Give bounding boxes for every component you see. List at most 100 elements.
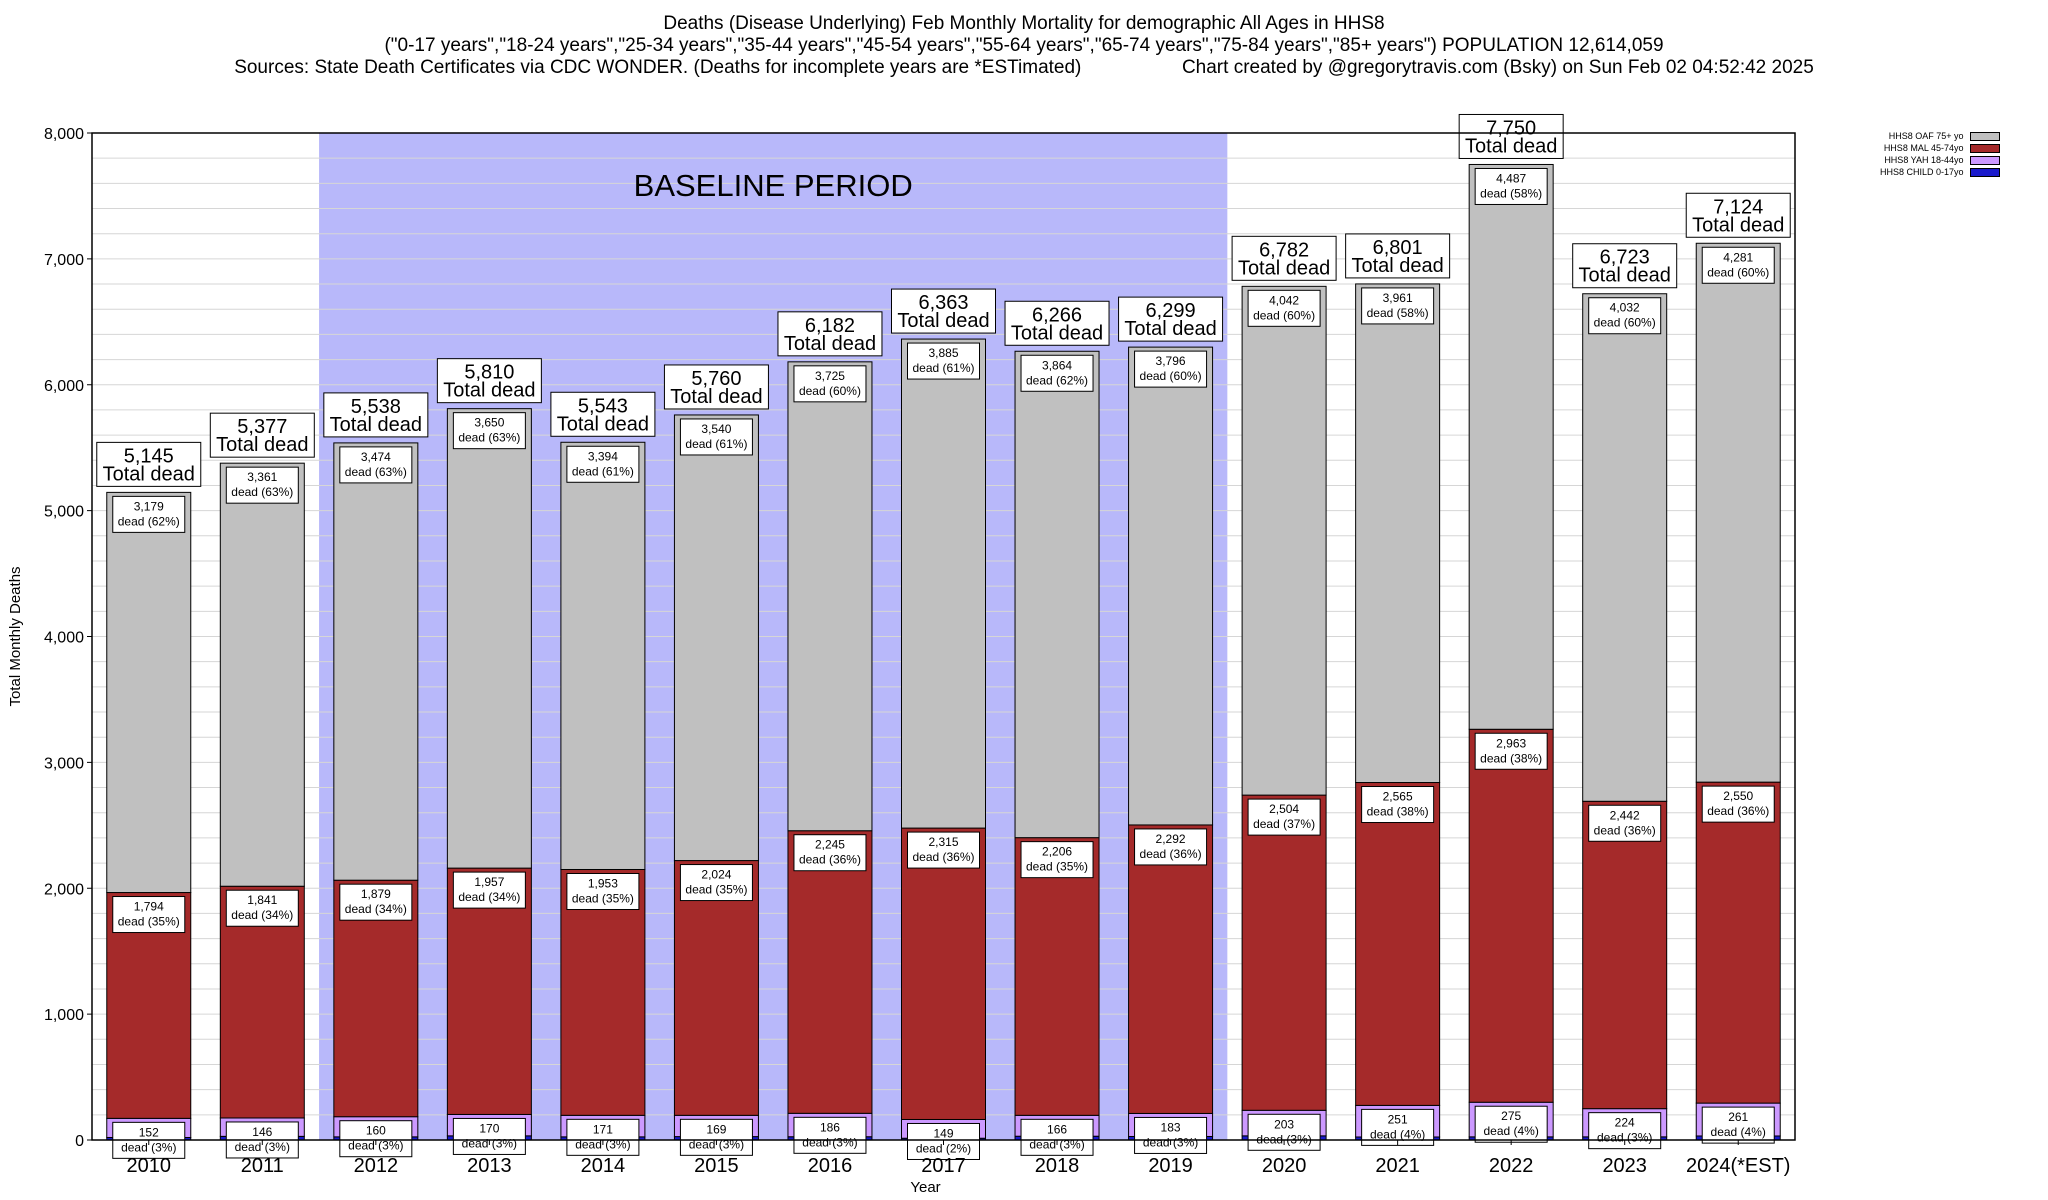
total-value-label: 6,723: [1600, 247, 1650, 269]
total-value-label: 6,363: [918, 292, 968, 314]
segment-value-label: 3,864: [1042, 358, 1072, 372]
bar-segment: [1468, 728, 1554, 1103]
total-caption-label: Total dead: [1465, 135, 1557, 157]
x-tick-label: 2019: [1148, 1155, 1193, 1177]
segment-label-box: [1134, 350, 1208, 388]
bar-segment: [1582, 293, 1668, 802]
segment-pct-label: dead (60%): [799, 384, 861, 398]
total-label-box: [436, 358, 542, 404]
bar-segment: [333, 442, 419, 881]
segment-value-label: 166: [1047, 1122, 1067, 1136]
segment-label-box: [1474, 1105, 1548, 1143]
total-value-label: 6,266: [1032, 304, 1082, 326]
legend-swatch: [1969, 131, 2000, 141]
total-label-box: [96, 441, 202, 487]
segment-label-box: [112, 495, 186, 533]
segment-label-box: [566, 1118, 640, 1156]
segment-value-label: 1,957: [474, 875, 504, 889]
segment-label-box: [907, 831, 980, 869]
x-tick-label: 2018: [1035, 1155, 1080, 1177]
segment-pct-label: dead (38%): [1480, 751, 1542, 765]
segment-pct-label: dead (58%): [1480, 186, 1542, 200]
segment-value-label: 2,550: [1723, 789, 1753, 803]
segment-label-box: [1701, 246, 1775, 284]
total-value-label: 7,124: [1713, 196, 1763, 218]
segment-pct-label: dead (36%): [1140, 847, 1202, 861]
segment-value-label: 169: [706, 1122, 726, 1136]
segment-label-box: [1361, 786, 1435, 824]
segment-value-label: 149: [933, 1126, 953, 1140]
total-caption-label: Total dead: [1011, 322, 1103, 344]
x-tick-label: 2012: [354, 1155, 399, 1177]
bar-segment: [1695, 242, 1781, 783]
segment-value-label: 4,032: [1610, 301, 1640, 315]
segment-pct-label: dead (4%): [1711, 1125, 1766, 1139]
legend-label: HHS8 OAF 75+ yo: [1888, 131, 1964, 141]
bar-segment: [1241, 285, 1327, 796]
bar-segment: [787, 361, 873, 832]
segment-pct-label: dead (61%): [572, 464, 634, 478]
segment-value-label: 1,841: [247, 893, 277, 907]
segment-label-box: [1474, 732, 1548, 770]
segment-pct-label: dead (63%): [345, 465, 407, 479]
y-tick-label: 6,000: [44, 378, 84, 395]
segment-value-label: 251: [1388, 1112, 1408, 1126]
x-tick-label: 2020: [1262, 1155, 1307, 1177]
y-tick-label: 0: [75, 1133, 84, 1150]
segment-value-label: 4,487: [1496, 171, 1526, 185]
total-caption-label: Total dead: [1692, 214, 1784, 236]
y-axis-title: Total Monthly Deaths: [7, 566, 24, 706]
segment-pct-label: dead (58%): [1367, 306, 1429, 320]
bar-segment: [1468, 163, 1554, 730]
segment-label-box: [679, 1118, 753, 1156]
total-value-label: 5,810: [464, 362, 514, 384]
total-label-box: [663, 364, 769, 410]
legend-swatch: [1969, 167, 2000, 177]
segment-label-box: [1701, 785, 1775, 823]
segment-pct-label: dead (61%): [912, 361, 974, 375]
segment-value-label: 3,179: [134, 499, 164, 513]
bar-segment: [1014, 350, 1100, 839]
segment-label-box: [339, 883, 413, 921]
total-label-box: [1458, 113, 1564, 159]
segment-label-box: [452, 1117, 526, 1155]
segment-value-label: 2,245: [815, 838, 845, 852]
segment-label-box: [452, 412, 526, 450]
baseline-period-label: BASELINE PERIOD: [634, 168, 913, 203]
segment-pct-label: dead (34%): [458, 890, 520, 904]
bar-segment: [219, 462, 305, 887]
total-label-box: [777, 311, 883, 357]
total-caption-label: Total dead: [1238, 257, 1330, 279]
sources-note: Sources: State Death Certificates via CD…: [234, 57, 1082, 78]
legend-label: HHS8 MAL 45-74yo: [1883, 143, 1964, 153]
segment-pct-label: dead (38%): [1367, 805, 1429, 819]
segment-label-box: [793, 365, 867, 403]
total-label-box: [1118, 296, 1224, 342]
chart-subtitle-sources: Sources: State Death Certificates via CD…: [0, 57, 2048, 79]
segment-label-box: [1020, 354, 1094, 392]
segment-value-label: 224: [1615, 1116, 1635, 1130]
total-label-box: [323, 392, 429, 438]
total-value-label: 5,760: [691, 368, 741, 390]
segment-pct-label: dead (36%): [912, 850, 974, 864]
legend-label: HHS8 CHILD 0-17yo: [1880, 167, 1964, 177]
total-label-box: [1572, 243, 1678, 289]
segment-value-label: 2,963: [1496, 736, 1526, 750]
x-tick-label: 2017: [921, 1155, 966, 1177]
legend-item: HHS8 OAF 75+ yo: [1880, 130, 2000, 142]
segment-pct-label: dead (36%): [799, 853, 861, 867]
segment-value-label: 170: [479, 1121, 499, 1135]
bar-segment: [560, 868, 646, 1116]
segment-value-label: 1,953: [588, 876, 618, 890]
legend-swatch: [1969, 155, 2000, 165]
segment-label-box: [1361, 287, 1435, 325]
total-label-box: [1345, 233, 1451, 279]
segment-label-box: [1701, 1106, 1775, 1144]
legend-item: HHS8 YAH 18-44yo: [1880, 154, 2000, 166]
chart-credit: Chart created by @gregorytravis.com (Bsk…: [1181, 57, 1814, 78]
segment-pct-label: dead (60%): [1140, 369, 1202, 383]
legend-label: HHS8 YAH 18-44yo: [1884, 155, 1964, 165]
segment-label-box: [1020, 1118, 1094, 1156]
segment-label-box: [1588, 804, 1662, 842]
